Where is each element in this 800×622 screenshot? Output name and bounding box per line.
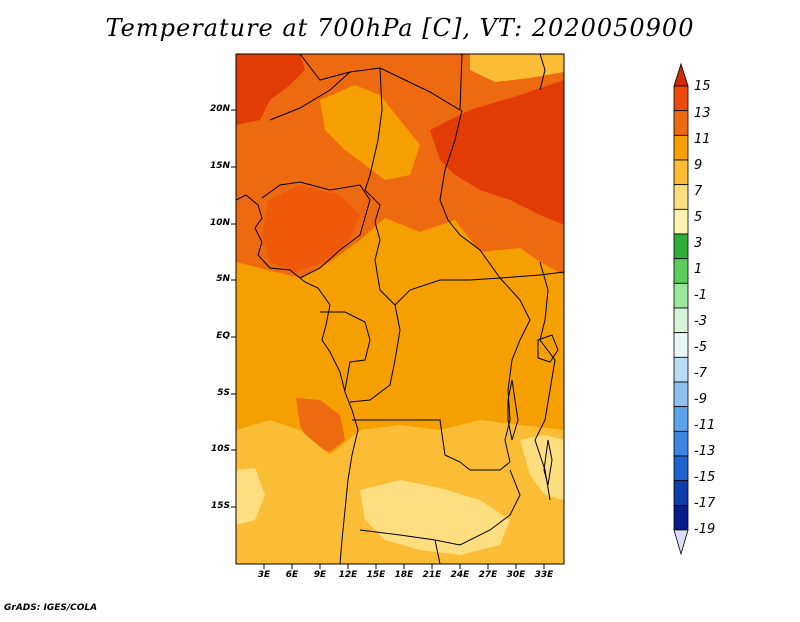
temperature-field <box>236 54 564 564</box>
colorbar-block <box>673 134 689 161</box>
colorbar-block <box>673 356 689 383</box>
border-drc-east <box>499 277 531 463</box>
border-east-africa <box>534 261 556 501</box>
border-gabon-congo <box>320 311 371 391</box>
colorbar-label: 7 <box>694 184 703 199</box>
lat-label-10s: 10S <box>210 444 230 454</box>
field-5-7-east <box>520 435 564 500</box>
lon-label-21e: 21E <box>422 570 442 580</box>
lon-label-30e: 30E <box>506 570 526 580</box>
lon-label-18e: 18E <box>394 570 414 580</box>
colorbar <box>673 62 689 556</box>
border-angola-zambia <box>359 529 441 564</box>
colorbar-block <box>673 208 689 235</box>
lon-label-12e: 12E <box>338 570 358 580</box>
lon-label-27e: 27E <box>478 570 498 580</box>
lat-label-15s: 15S <box>210 501 230 511</box>
credit-label: GrADS: IGES/COLA <box>4 603 98 613</box>
colorbar-block <box>673 85 689 112</box>
lat-label-5n: 5N <box>216 274 230 284</box>
border-chad-sudan <box>439 109 564 279</box>
colorbar-label: -1 <box>694 288 707 303</box>
lat-label-20n: 20N <box>209 104 230 114</box>
lake-malawi <box>543 439 553 486</box>
colorbar-block <box>673 430 689 457</box>
lon-label-15e: 15E <box>366 570 386 580</box>
border-nigeria <box>261 181 371 279</box>
colorbar-block <box>673 110 689 136</box>
field-5-7-west <box>236 468 265 525</box>
border-congo-drc <box>349 304 401 403</box>
colorbar-label: -9 <box>694 392 707 407</box>
border-drc-angola <box>352 419 511 471</box>
colorbar-block <box>673 480 689 506</box>
colorbar-block <box>673 307 689 334</box>
lat-label-5s: 5S <box>217 388 230 398</box>
colorbar-label: -11 <box>694 418 716 433</box>
border-niger-chad <box>364 67 383 223</box>
colorbar-label: 3 <box>694 236 703 251</box>
lake-victoria <box>537 334 559 363</box>
field-13-15-nw <box>236 54 305 125</box>
border-mali-niger <box>269 71 351 121</box>
map-frame <box>235 53 565 565</box>
axis-ticks <box>231 109 545 569</box>
colorbar-label: 9 <box>694 158 703 173</box>
colorbar-top-arrow <box>673 62 689 87</box>
lat-label-10n: 10N <box>209 218 230 228</box>
colorbar-block <box>673 184 689 210</box>
colorbar-label: 11 <box>694 132 711 147</box>
lon-label-33e: 33E <box>534 570 554 580</box>
borders <box>236 54 564 564</box>
field-5-7-south <box>360 480 510 555</box>
lon-label-6e: 6E <box>285 570 299 580</box>
colorbar-label: -19 <box>694 522 716 537</box>
colorbar-block <box>673 332 689 358</box>
colorbar-label: -3 <box>694 314 707 329</box>
colorbar-block <box>673 159 689 186</box>
coastline-west-africa <box>236 194 359 564</box>
field-9-11-sahara <box>320 85 420 180</box>
colorbar-label: -17 <box>694 496 716 511</box>
lat-label-15n: 15N <box>209 161 230 171</box>
colorbar-block <box>673 381 689 408</box>
colorbar-label: 1 <box>694 262 703 277</box>
colorbar-label: -7 <box>694 366 707 381</box>
colorbar-label: 13 <box>694 106 711 121</box>
colorbar-block <box>673 233 689 260</box>
colorbar-label: 15 <box>694 79 711 94</box>
lat-label-eq: EQ <box>216 331 230 341</box>
field-13-15-mid <box>262 185 360 272</box>
colorbar-block <box>673 282 689 309</box>
colorbar-block <box>673 258 689 284</box>
colorbar-blocks <box>673 85 689 531</box>
colorbar-block <box>673 504 689 531</box>
lon-label-24e: 24E <box>450 570 470 580</box>
colorbar-label: 5 <box>694 210 703 225</box>
border-zambia-south <box>434 469 521 546</box>
colorbar-bottom-arrow <box>673 529 689 556</box>
nile-line <box>539 54 546 91</box>
colorbar-block <box>673 406 689 432</box>
lon-label-9e: 9E <box>313 570 327 580</box>
chart-title: Temperature at 700hPa [C], VT: 202005090… <box>105 14 695 42</box>
colorbar-block <box>673 455 689 482</box>
field-13-15-ne <box>430 80 564 225</box>
lon-label-3e: 3E <box>257 570 271 580</box>
field-7-9-sahara <box>470 54 564 82</box>
colorbar-label: -5 <box>694 340 707 355</box>
lake-tanganyika <box>507 379 519 441</box>
colorbar-label: -15 <box>694 470 716 485</box>
colorbar-label: -13 <box>694 444 716 459</box>
